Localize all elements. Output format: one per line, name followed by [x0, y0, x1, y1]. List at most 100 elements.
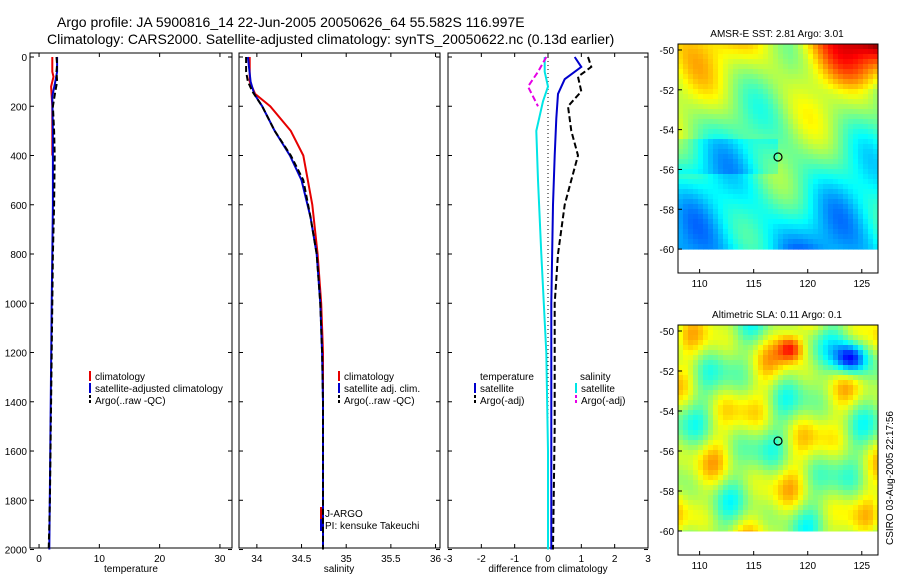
- field-cell: [828, 59, 834, 65]
- field-cell: [768, 199, 774, 205]
- field-cell: [853, 485, 859, 491]
- field-cell: [738, 475, 744, 481]
- field-cell: [828, 420, 834, 426]
- field-cell: [808, 485, 814, 491]
- field-cell: [763, 525, 769, 531]
- field-cell: [863, 350, 869, 356]
- field-cell: [713, 104, 719, 110]
- field-cell: [783, 239, 789, 245]
- field-cell: [843, 204, 849, 210]
- field-cell: [798, 525, 804, 531]
- field-cell: [723, 169, 729, 175]
- field-cell: [688, 209, 694, 215]
- field-cell: [678, 445, 684, 451]
- field-cell: [818, 164, 824, 170]
- field-cell: [693, 365, 699, 371]
- field-cell: [818, 94, 824, 100]
- field-cell: [758, 520, 764, 526]
- field-cell: [708, 470, 714, 476]
- field-cell: [728, 505, 734, 511]
- field-cell: [788, 345, 794, 351]
- field-cell: [788, 475, 794, 481]
- field-cell: [818, 340, 824, 346]
- field-cell: [788, 49, 794, 55]
- field-cell: [853, 360, 859, 366]
- field-cell: [803, 405, 809, 411]
- field-cell: [798, 149, 804, 155]
- field-cell: [798, 340, 804, 346]
- salinity-profiles: [245, 56, 324, 550]
- field-cell: [813, 69, 819, 75]
- field-cell: [863, 390, 869, 396]
- field-cell: [738, 450, 744, 456]
- field-cell: [693, 335, 699, 341]
- field-cell: [783, 69, 789, 75]
- field-cell: [688, 119, 694, 125]
- field-cell: [818, 244, 824, 250]
- field-cell: [748, 460, 754, 466]
- field-cell: [738, 380, 744, 386]
- field-cell: [728, 410, 734, 416]
- field-cell: [768, 340, 774, 346]
- field-cell: [838, 74, 844, 80]
- field-cell: [803, 445, 809, 451]
- field-cell: [753, 520, 759, 526]
- field-cell: [848, 179, 854, 185]
- field-cell: [698, 530, 704, 532]
- field-cell: [758, 94, 764, 100]
- field-cell: [718, 390, 724, 396]
- field-cell: [848, 104, 854, 110]
- field-cell: [708, 525, 714, 531]
- field-cell: [763, 84, 769, 90]
- field-cell: [858, 425, 864, 431]
- field-cell: [833, 465, 839, 471]
- field-cell: [748, 124, 754, 130]
- field-cell: [768, 164, 774, 170]
- field-cell: [763, 174, 769, 180]
- field-cell: [768, 440, 774, 446]
- field-cell: [873, 380, 879, 386]
- field-cell: [813, 460, 819, 466]
- field-cell: [823, 485, 829, 491]
- field-cell: [848, 480, 854, 486]
- field-cell: [748, 480, 754, 486]
- field-cell: [833, 244, 839, 250]
- field-cell: [743, 114, 749, 120]
- field-cell: [833, 199, 839, 205]
- field-cell: [723, 505, 729, 511]
- field-cell: [713, 59, 719, 65]
- field-cell: [788, 460, 794, 466]
- field-cell: [803, 335, 809, 341]
- series-line: [535, 57, 550, 550]
- field-cell: [843, 114, 849, 120]
- field-cell: [703, 64, 709, 70]
- field-cell: [763, 79, 769, 85]
- field-cell: [763, 510, 769, 516]
- field-cell: [873, 390, 879, 396]
- field-cell: [803, 189, 809, 195]
- field-cell: [693, 249, 699, 250]
- map-y-tick-label: -56: [660, 165, 675, 176]
- field-cell: [698, 415, 704, 421]
- field-cell: [748, 520, 754, 526]
- field-cell: [768, 380, 774, 386]
- field-cell: [748, 390, 754, 396]
- field-cell: [868, 44, 874, 50]
- field-cell: [848, 129, 854, 135]
- field-cell: [713, 405, 719, 411]
- field-cell: [708, 390, 714, 396]
- field-cell: [758, 485, 764, 491]
- field-cell: [823, 59, 829, 65]
- field-cell: [748, 470, 754, 476]
- field-cell: [748, 64, 754, 70]
- legend-label: satellite-adjusted climatology: [95, 384, 223, 395]
- field-cell: [688, 450, 694, 456]
- field-cell: [758, 360, 764, 366]
- field-cell: [818, 84, 824, 90]
- field-cell: [763, 154, 769, 160]
- field-cell: [708, 184, 714, 190]
- field-cell: [783, 244, 789, 250]
- field-cell: [843, 54, 849, 60]
- field-cell: [773, 475, 779, 481]
- field-cell: [743, 435, 749, 441]
